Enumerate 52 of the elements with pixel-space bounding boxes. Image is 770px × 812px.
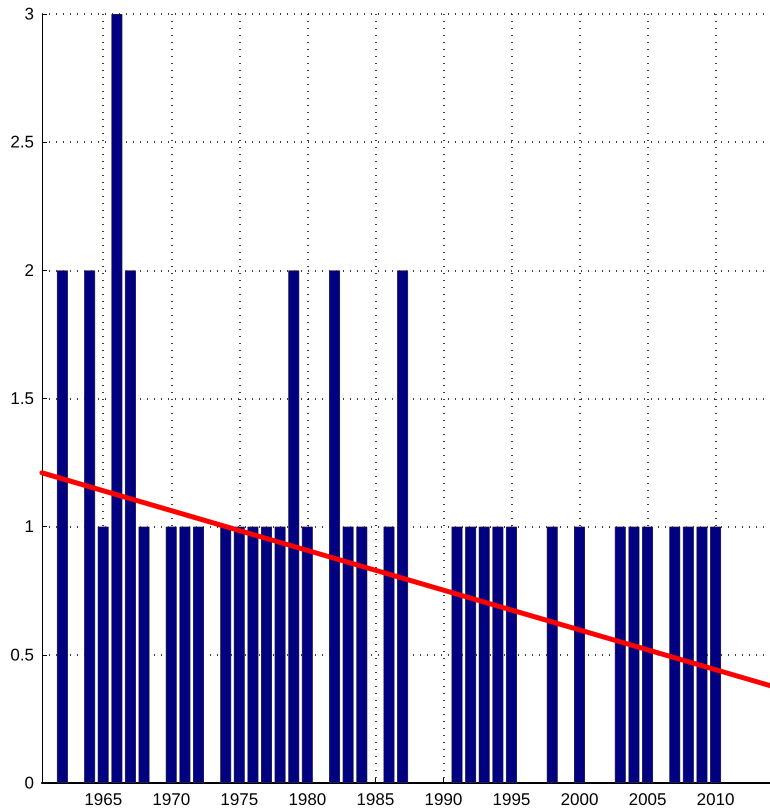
- bar: [397, 270, 408, 783]
- y-tick-label: 2.5: [10, 132, 34, 152]
- bar: [546, 526, 558, 783]
- bar: [628, 526, 640, 783]
- bar: [329, 270, 340, 783]
- x-tick-label: 2005: [628, 790, 666, 809]
- x-tick-label: 1985: [356, 790, 394, 809]
- y-tick-label: 0: [24, 774, 34, 792]
- bar: [124, 270, 136, 783]
- bar: [710, 526, 722, 783]
- bar: [642, 526, 654, 783]
- bar: [274, 526, 286, 783]
- bar: [138, 526, 150, 783]
- bar: [302, 526, 313, 783]
- bar: [452, 526, 463, 783]
- bar: [261, 526, 272, 783]
- x-tick-label: 1965: [84, 790, 122, 809]
- y-tick-label: 3: [24, 4, 34, 24]
- bar: [342, 526, 354, 783]
- bar: [192, 526, 204, 783]
- bar: [84, 270, 96, 783]
- x-tick-label: 1995: [492, 790, 530, 809]
- bar: [98, 526, 109, 783]
- x-tick-label: 1975: [220, 790, 258, 809]
- y-tick-label: 2: [24, 260, 34, 280]
- bar: [574, 526, 585, 783]
- bar: [506, 526, 517, 783]
- bar: [288, 270, 300, 783]
- bar: [682, 526, 694, 783]
- x-tick-label: 1970: [152, 790, 190, 809]
- bar: [220, 526, 232, 783]
- y-tick-label: 1.5: [10, 389, 34, 408]
- x-tick-label: 2010: [696, 790, 734, 809]
- bar: [166, 526, 177, 783]
- bar: [696, 526, 708, 783]
- bar: [247, 526, 258, 783]
- bar: [492, 526, 504, 783]
- bar: [56, 270, 68, 783]
- bar: [356, 526, 368, 783]
- bar: [614, 526, 626, 783]
- bar: [383, 526, 394, 783]
- x-tick-label: 2000: [560, 790, 598, 809]
- bar: [234, 526, 245, 783]
- bar: [465, 526, 476, 783]
- bar: [179, 526, 190, 783]
- x-tick-label: 1990: [424, 790, 462, 809]
- bar: [669, 526, 680, 783]
- y-tick-label: 0.5: [10, 645, 34, 664]
- bar: [478, 526, 490, 783]
- y-tick-label: 1: [24, 517, 34, 536]
- x-tick-label: 1980: [288, 790, 326, 809]
- bar: [111, 14, 122, 783]
